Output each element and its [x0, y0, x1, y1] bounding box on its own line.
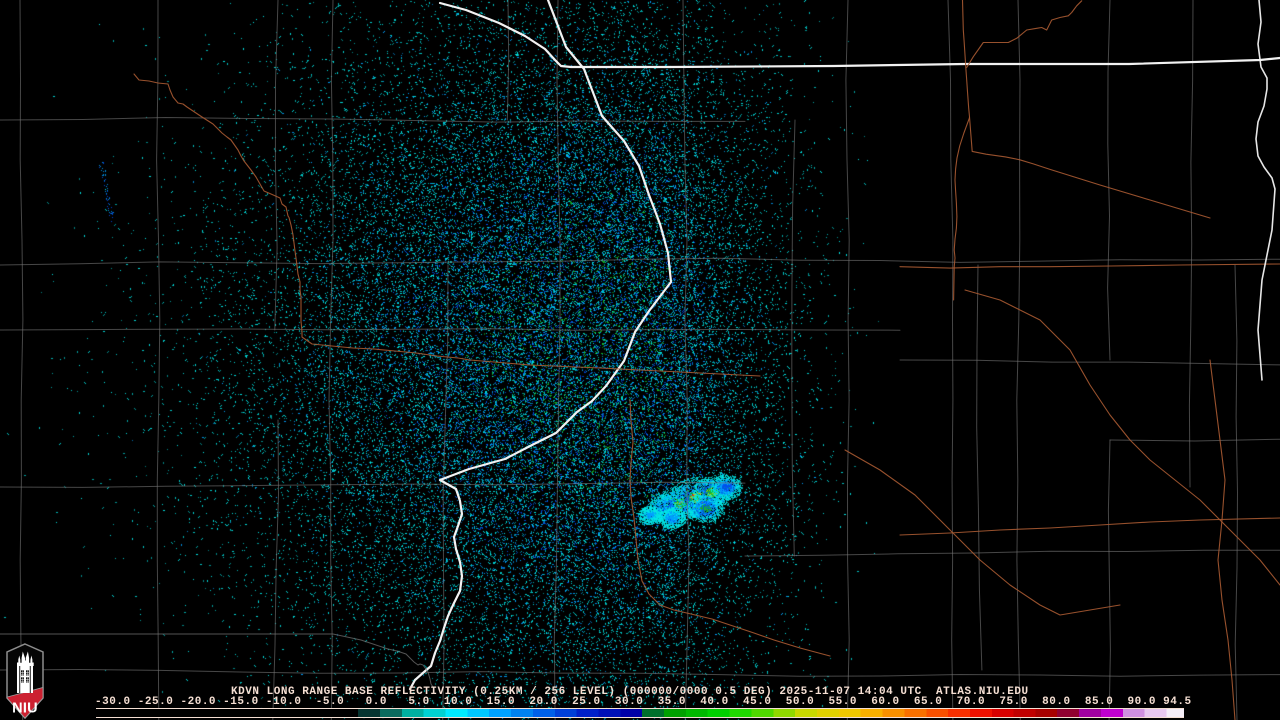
svg-text:NIU: NIU	[12, 701, 38, 717]
